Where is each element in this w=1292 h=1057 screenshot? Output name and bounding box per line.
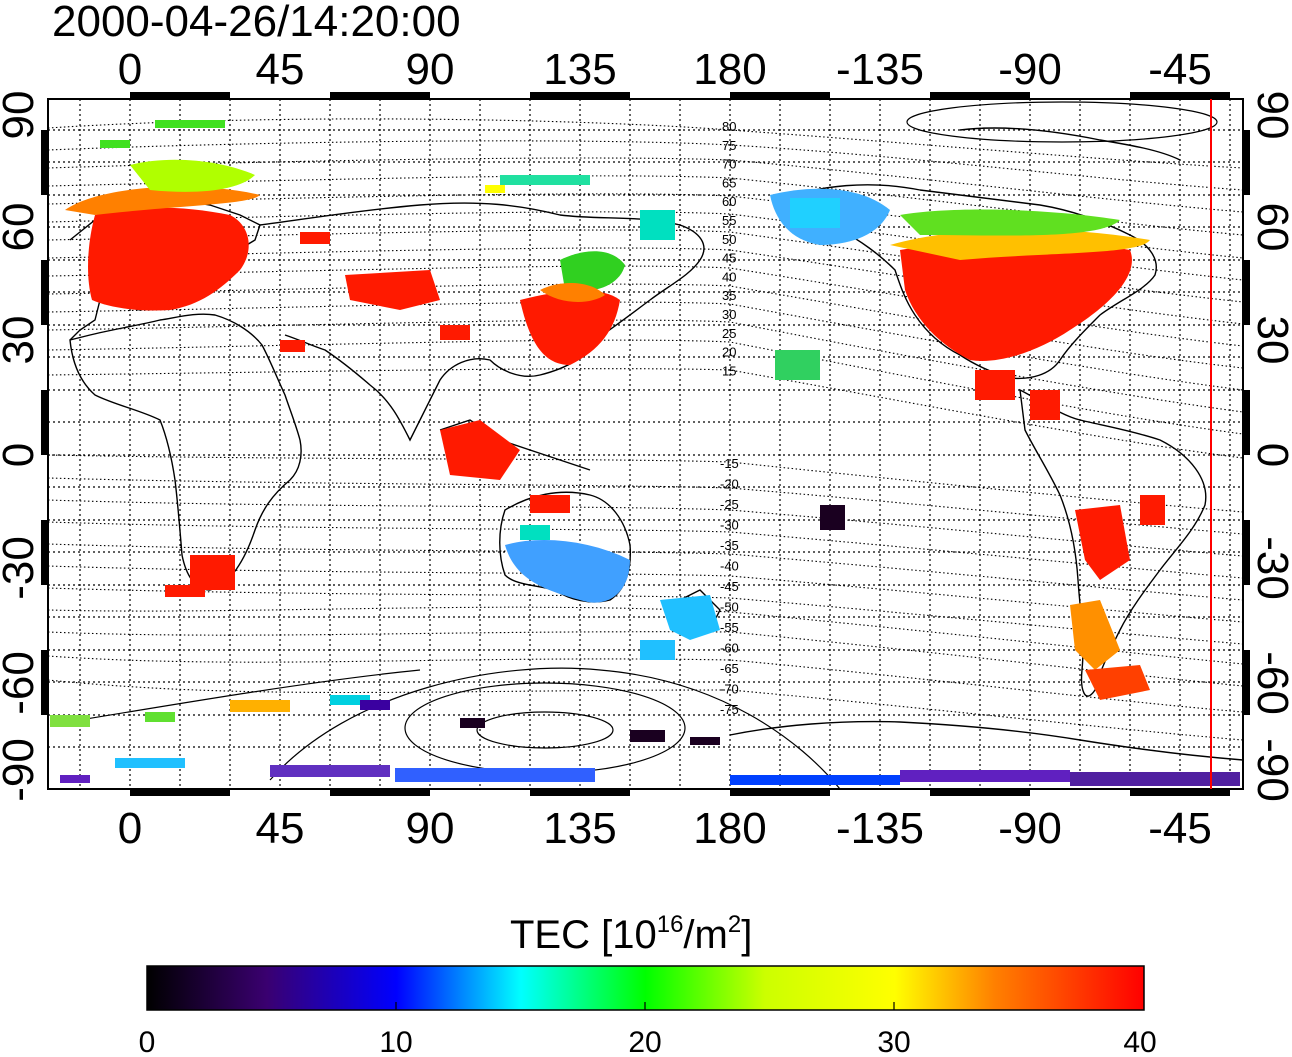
lon-labels-top: 0 45 90 135 180 -135 -90 -45: [118, 45, 1212, 94]
lon-label-bottom-0: 0: [118, 804, 142, 853]
lon-label-top-m45: -45: [1148, 45, 1212, 94]
lon-label-top-m90: -90: [998, 45, 1062, 94]
lat-label-left-90: 90: [0, 91, 43, 140]
lat-label-left-60: 60: [0, 203, 43, 252]
lat-label-left-m30: -30: [0, 536, 43, 600]
lon-label-bottom-45: 45: [256, 804, 305, 853]
colorbar-tick-labels: 0 10 20 30 40: [139, 1026, 1157, 1057]
colorbar-ticks: [395, 1002, 895, 1010]
contour-label-n25: 25: [722, 326, 736, 341]
lat-label-right-m30: -30: [1248, 536, 1292, 600]
contour-label-n75: 75: [722, 138, 736, 153]
contour-label-n15: 15: [722, 363, 736, 378]
contour-label-n30: 30: [722, 307, 736, 322]
lat-label-left-m60: -60: [0, 651, 43, 715]
lat-label-right-m60: -60: [1248, 651, 1292, 715]
lon-label-bottom-90: 90: [406, 804, 455, 853]
contour-label-sm45: -45: [720, 579, 739, 594]
lat-label-right-90: 90: [1248, 91, 1292, 140]
lat-labels-left: 90 60 30 0 -30 -60 -90: [0, 91, 43, 802]
lon-label-bottom-m135: -135: [836, 804, 924, 853]
contour-label-n40: 40: [722, 269, 736, 284]
lon-label-top-135: 135: [543, 45, 616, 94]
lat-labels-right: 90 60 30 0 -30 -60 -90: [1248, 91, 1292, 802]
contour-label-sm75: -75: [720, 702, 739, 717]
contour-label-n55: 55: [722, 213, 736, 228]
contour-label-sm35: -35: [720, 538, 739, 553]
contour-label-sm25: -25: [720, 497, 739, 512]
contour-label-n80: 80: [722, 119, 736, 134]
lon-label-top-m135: -135: [836, 45, 924, 94]
lon-label-top-45: 45: [256, 45, 305, 94]
contour-label-n60: 60: [722, 194, 736, 209]
colorbar-tick-10: 10: [379, 1026, 412, 1057]
lon-label-top-180: 180: [693, 45, 766, 94]
lat-label-right-60: 60: [1248, 203, 1292, 252]
contour-label-sm55: -55: [720, 620, 739, 635]
lon-label-bottom-m90: -90: [998, 804, 1062, 853]
colorbar-tick-0: 0: [139, 1026, 156, 1057]
lon-label-bottom-m45: -45: [1148, 804, 1212, 853]
lat-label-right-30: 30: [1248, 316, 1292, 365]
lon-label-top-90: 90: [406, 45, 455, 94]
tec-data-patches: [50, 120, 1240, 786]
lon-label-bottom-180: 180: [693, 804, 766, 853]
map-title: 2000-04-26/14:20:00: [52, 0, 461, 46]
contour-label-sm15: -15: [720, 456, 739, 471]
lat-label-right-0: 0: [1248, 443, 1292, 467]
lat-label-right-m90: -90: [1248, 738, 1292, 802]
contour-label-n65: 65: [722, 175, 736, 190]
contour-label-n45: 45: [722, 251, 736, 266]
colorbar-label: TEC [1016/m2]: [510, 911, 752, 957]
frame-tick-bars: [41, 92, 1250, 796]
lon-labels-bottom: 0 45 90 135 180 -135 -90 -45: [118, 804, 1212, 853]
lon-label-top-0: 0: [118, 45, 142, 94]
contour-label-sm30: -30: [720, 518, 739, 533]
contour-label-n50: 50: [722, 232, 736, 247]
colorbar-tick-20: 20: [628, 1026, 661, 1057]
contour-label-sm60: -60: [720, 641, 739, 656]
lat-label-left-0: 0: [0, 443, 43, 467]
contour-label-sm40: -40: [720, 559, 739, 574]
contour-label-sm20: -20: [720, 477, 739, 492]
contour-labels-south: -15 -20 -25 -30 -35 -40 -45 -50 -55 -60 -65 -70 -75: [720, 456, 739, 717]
contour-label-sm70: -70: [720, 682, 739, 697]
contour-label-sm65: -65: [720, 661, 739, 676]
contour-label-sm50: -50: [720, 600, 739, 615]
contour-label-n35: 35: [722, 288, 736, 303]
colorbar-tick-30: 30: [877, 1026, 910, 1057]
contour-label-n20: 20: [722, 345, 736, 360]
lat-label-left-30: 30: [0, 316, 43, 365]
lat-label-left-m90: -90: [0, 738, 43, 802]
contour-labels-north: 80 75 70 65 60 55 50 45 40 35 30 25 20 15: [722, 119, 736, 378]
lon-label-bottom-135: 135: [543, 804, 616, 853]
contour-label-n70: 70: [722, 157, 736, 172]
colorbar-tick-40: 40: [1123, 1026, 1156, 1057]
